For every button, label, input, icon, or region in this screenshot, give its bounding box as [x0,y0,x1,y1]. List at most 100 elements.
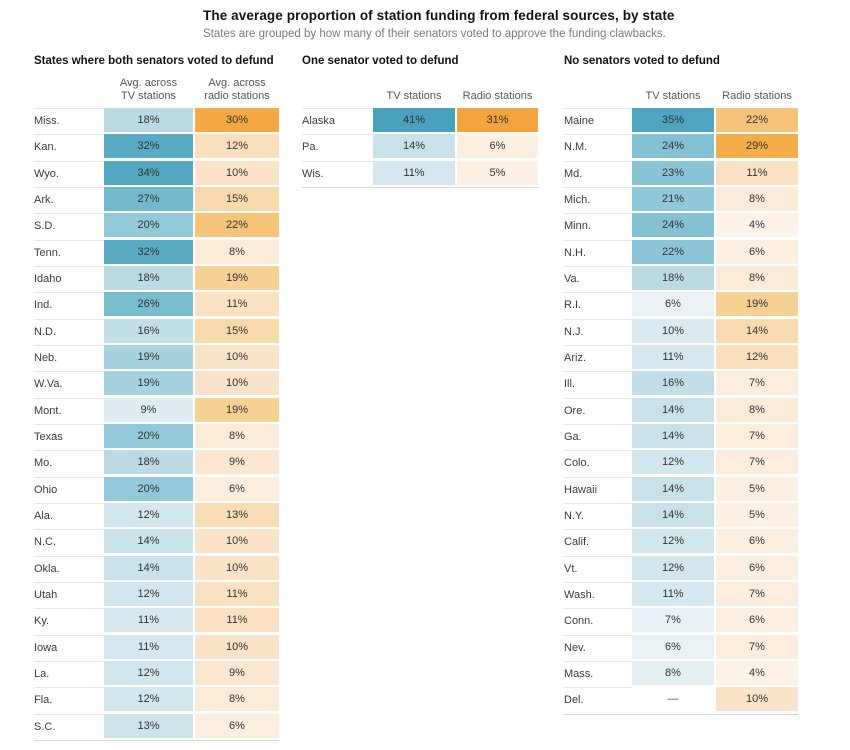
radio-value-cell: 8% [716,397,798,422]
table-row: Ohio 20% 6% [34,476,279,503]
table-row: Ky. 11% 11% [34,608,279,634]
table-row: Kan. 32% 12% [34,134,279,160]
tv-value-cell: 18% [104,265,193,290]
state-label: Okla. [34,555,104,581]
radio-value-cell: 19% [195,397,279,422]
table-row: Mont. 9% 19% [34,397,279,424]
table-row: Vt. 12% 6% [564,555,798,582]
tv-value-cell: 24% [632,134,714,159]
group-no-senators-defund: No senators voted to defund TV stations … [564,55,798,715]
radio-value-cell: 11% [195,581,279,606]
tv-value-cell: 7% [632,608,714,633]
tv-value-cell: 12% [104,687,193,712]
table-row: Pa. 14% 6% [302,134,538,160]
column-headers: TV stations Radio stations [302,71,538,108]
tv-value-cell: 11% [632,581,714,606]
state-label: Minn. [564,213,632,238]
tv-value-cell: 18% [104,108,193,132]
state-label: La. [34,660,104,686]
tv-value-cell: 12% [632,450,714,475]
table-row: Texas 20% 8% [34,423,279,450]
state-label: Maine [564,108,632,133]
radio-value-cell: 15% [195,318,279,343]
tv-value-cell: 22% [632,239,714,264]
tv-value-cell: 14% [632,397,714,422]
state-label: N.C. [34,529,104,554]
state-label: Md. [564,160,632,186]
radio-value-cell: 10% [195,344,279,369]
state-label: Alaska [302,108,373,133]
radio-value-cell: 7% [716,450,798,475]
state-label: Miss. [34,108,104,133]
radio-value-cell: 22% [716,108,798,132]
radio-value-cell: 7% [716,423,798,448]
radio-value-cell: 15% [195,186,279,211]
state-label: N.D. [34,318,104,344]
radio-value-cell: 4% [716,213,798,238]
tv-value-cell: 19% [104,371,193,396]
radio-value-cell: 7% [716,581,798,606]
table-row: Hawaii 14% 5% [564,476,798,503]
radio-value-cell: 7% [716,634,798,659]
tv-value-cell: 12% [632,529,714,554]
group-header: One senator voted to defund [302,55,459,67]
table-row: S.D. 20% 22% [34,213,279,239]
tv-value-cell: 24% [632,213,714,238]
table-row: Okla. 14% 10% [34,555,279,582]
table-row: Neb. 19% 10% [34,344,279,371]
tv-value-cell: 14% [104,555,193,580]
tv-value-cell: 14% [632,476,714,501]
table-row: Iowa 11% 10% [34,634,279,661]
table-row: Mass. 8% 4% [564,660,798,687]
radio-value-cell: 11% [195,608,279,633]
table-row: Wash. 11% 7% [564,581,798,608]
radio-value-cell: 7% [716,371,798,396]
radio-value-cell: 8% [195,687,279,712]
state-label: Ind. [34,292,104,317]
radio-value-cell: 6% [195,713,279,738]
radio-value-cell: 6% [716,608,798,633]
tv-value-cell: 14% [632,502,714,527]
radio-value-cell: 12% [195,134,279,159]
tv-value-cell: 10% [632,318,714,343]
radio-value-cell: 8% [716,186,798,211]
tv-value-cell: 11% [104,608,193,633]
table-rows: Alaska 41% 31% Pa. 14% 6% Wis. 11% 5% [302,108,538,187]
tv-value-cell: 11% [373,160,455,185]
state-label: Ark. [34,186,104,212]
tv-value-cell: 19% [104,344,193,369]
table-row: Tenn. 32% 8% [34,239,279,266]
tv-value-cell: 21% [632,186,714,211]
radio-value-cell: 6% [716,555,798,580]
chart-title-block: The average proportion of station fundin… [203,8,803,40]
table-row: Wyo. 34% 10% [34,160,279,187]
table-row: N.C. 14% 10% [34,529,279,555]
table-row: Del. — 10% [564,687,798,713]
state-label: N.Y. [564,502,632,528]
radio-value-cell: 10% [195,555,279,580]
table-row: Utah 12% 11% [34,581,279,608]
tv-value-cell: 14% [632,423,714,448]
table-row: W.Va. 19% 10% [34,371,279,397]
group-both-senators-defund: States where both senators voted to defu… [34,55,279,741]
tv-value-cell: 18% [104,450,193,475]
table-row: Ark. 27% 15% [34,186,279,213]
tv-value-cell: 26% [104,292,193,317]
state-label: Va. [564,265,632,291]
radio-value-cell: 29% [716,134,798,159]
table-row: Alaska 41% 31% [302,108,538,134]
table-row: Ariz. 11% 12% [564,344,798,371]
radio-value-cell: 6% [716,529,798,554]
state-label: Ky. [34,608,104,633]
radio-column-header: Radio stations [462,89,533,102]
state-label: Texas [34,423,104,449]
tv-value-cell: 16% [632,371,714,396]
table-row: Ga. 14% 7% [564,423,798,450]
tv-value-cell: 11% [104,634,193,659]
state-label: Idaho [34,265,104,291]
radio-value-cell: 6% [716,239,798,264]
radio-value-cell: 10% [195,634,279,659]
state-label: Tenn. [34,239,104,265]
state-label: S.C. [34,713,104,739]
tv-value-cell: 32% [104,134,193,159]
